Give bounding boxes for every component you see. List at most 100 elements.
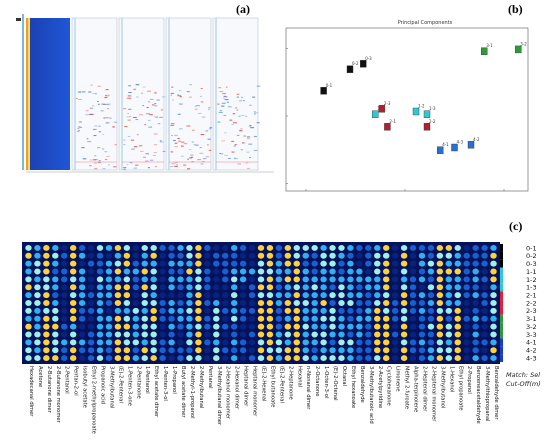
panel-label-b: (b) — [508, 2, 523, 16]
compound-label: 3-Methylbutanol — [439, 366, 445, 408]
pca-point-0-3 — [359, 60, 367, 68]
compound-label: Hexadecanal dimer — [28, 366, 34, 417]
sample-label-3-1: 3-1 — [526, 315, 537, 323]
compound-label: 2-Butanone dimer — [46, 366, 52, 414]
sample-group-bar — [500, 322, 503, 331]
compound-label: 2-Propanol — [466, 366, 472, 394]
compound-label: Acetone — [37, 366, 43, 387]
compound-label: n-Nonanal dimer — [305, 366, 311, 410]
sample-group-bar — [500, 354, 503, 362]
y-axis-bar — [22, 14, 24, 170]
compound-label: Ethyl hexanoate — [350, 366, 356, 408]
sample-label-4-3: 4-3 — [526, 354, 537, 362]
pca-point-2-1 — [384, 123, 391, 131]
compound-label: 2-Acetylpyridine — [377, 366, 383, 408]
compound-label: Benzeneacetaldehyde — [475, 366, 481, 424]
pca-plot-frame — [285, 27, 529, 192]
compound-label: (E)-2-Pentenal — [278, 366, 284, 403]
reference-spectrum — [26, 18, 70, 170]
sample-label-3-2: 3-2 — [526, 323, 537, 331]
sample-label-1-1: 1-1 — [526, 268, 537, 276]
compound-label: 2-Heptenal dimer — [421, 366, 427, 412]
panel-label-c: (c) — [509, 219, 523, 233]
compound-label: 1-Octen-3-ol — [323, 366, 329, 399]
pca-point-label: 4-2 — [473, 137, 480, 142]
sample-label-1-3: 1-3 — [526, 284, 537, 292]
pca-point-1-3 — [423, 110, 431, 118]
compound-label: Pentanal — [207, 366, 213, 389]
sample-group-bar — [500, 283, 503, 292]
pca-point-1-2 — [412, 107, 420, 116]
compound-label: Butyl acetate dimer — [180, 366, 186, 418]
sample-label-2-1: 2-1 — [526, 291, 537, 299]
compound-label: 2-Hexanol monomer — [225, 366, 231, 420]
sample-group-bar — [500, 251, 503, 260]
sample-label-4-2: 4-2 — [526, 347, 537, 355]
pca-point-3-2 — [515, 45, 522, 54]
pca-point-0-1 — [320, 87, 327, 95]
sample-label-1-2: 1-2 — [526, 276, 537, 284]
sample-label-2-3: 2-3 — [526, 307, 537, 315]
compound-label: 2-Pentanol — [64, 366, 70, 394]
compound-label: 1-Penten-3-ol — [162, 366, 168, 401]
gc-ims-topographic-plots — [16, 14, 274, 188]
difference-spectrum-3 — [165, 17, 212, 171]
sample-group-bar — [500, 259, 503, 268]
compound-label: Octanal — [341, 366, 347, 386]
compound-label: Heptanal monomer — [252, 366, 258, 417]
sample-group-bar — [500, 275, 503, 284]
sample-label-4-1: 4-1 — [526, 339, 537, 347]
compound-label: Benzaldehyde — [359, 366, 365, 403]
sample-label-0-2: 0-2 — [526, 252, 537, 260]
sample-group-bar — [500, 330, 503, 339]
compound-label: 2-Heptanone — [287, 366, 293, 400]
sample-group-bar — [500, 299, 503, 307]
pca-plot: Principal Components 0-10-20-31-11-21-32… — [280, 16, 535, 206]
difference-spectrum-4 — [212, 17, 259, 171]
compound-label: Ethyl acetate dimer — [153, 366, 159, 418]
compound-label: 2-Pentanone — [135, 366, 141, 399]
compound-label: 3-Methylthiopropanal — [484, 366, 490, 421]
compound-label: Ethyl butanoate — [269, 366, 275, 407]
panel-label-a: (a) — [236, 2, 250, 16]
sample-group-bar — [500, 306, 503, 315]
compound-label: 3-Methylbutanoic acid — [368, 366, 374, 424]
pca-point-label: 3-1 — [486, 43, 493, 48]
difference-spectrum-1 — [71, 17, 118, 171]
pca-point-label: 1-3 — [429, 106, 436, 111]
pca-point-label: 2-1 — [389, 119, 396, 124]
cutoff-text: Cut-Off(m) — [506, 380, 541, 388]
compound-label: 2-Methylbutanal — [198, 366, 204, 408]
pca-point-1-1 — [372, 110, 379, 118]
sample-group-bar — [500, 291, 503, 300]
compound-label: 2-Methyl-1-propanol — [189, 366, 195, 419]
compound-label: 2-Butanone monomer — [55, 366, 61, 424]
sample-group-bar — [500, 267, 503, 276]
sample-label-2-2: 2-2 — [526, 299, 537, 307]
sample-group-bar — [500, 314, 503, 323]
pca-point-4-3 — [451, 143, 458, 152]
compound-label: Isobutyl acetate — [82, 366, 88, 408]
pca-point-label: 1-2 — [418, 104, 425, 109]
sample-group-bar — [500, 338, 503, 347]
compound-label: (E)-2-Hexenal — [261, 366, 267, 401]
pca-point-0-2 — [346, 65, 354, 73]
compound-label: Benzaldehyde dimer — [493, 366, 499, 420]
compound-label: (E)-2-Pentenal — [117, 366, 123, 403]
compound-label: 2-Octanone — [314, 366, 320, 396]
sample-group-bar — [500, 244, 503, 252]
compound-label: 3-Methylbutanal dimer — [216, 366, 222, 426]
pca-point-4-1 — [436, 146, 444, 154]
difference-spectrum-2 — [118, 17, 165, 171]
compound-label: Pentan-2-ol — [73, 366, 79, 396]
compound-label: Ethyl 2-methylpropanoate — [91, 366, 97, 434]
compound-label: 2-Hexanol dimer — [234, 366, 240, 410]
compound-label: Limonene — [395, 366, 401, 392]
axis-marker — [16, 18, 21, 21]
sample-group-bar — [500, 346, 503, 355]
rip-line — [26, 18, 28, 170]
pca-point-label: 0-3 — [365, 56, 372, 61]
pca-point-label: 0-1 — [326, 83, 333, 88]
pca-point-3-1 — [480, 47, 488, 55]
sample-label-3-3: 3-3 — [526, 331, 537, 339]
